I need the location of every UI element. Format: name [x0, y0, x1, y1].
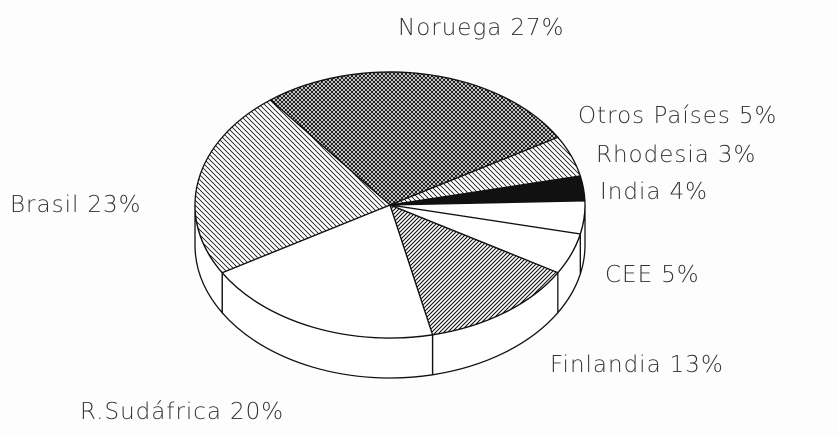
slice-value-label: 23% [87, 192, 141, 218]
slice-label: Brasil 23% [10, 192, 142, 218]
pie-slice [221, 204, 434, 339]
slice-label: Rhodesia 3% [596, 142, 756, 168]
slice-value-label: 5% [739, 103, 778, 129]
slice-value-label: 13% [670, 352, 724, 378]
slice-label: India 4% [600, 179, 708, 205]
slice-name: Brasil [10, 192, 79, 218]
slice-name: Rhodesia [596, 142, 710, 168]
pie-slice [388, 203, 559, 336]
slice-value-label: 4% [669, 179, 708, 205]
slice-value-label: 20% [230, 399, 284, 425]
slice-label: Noruega 27% [398, 15, 564, 41]
slice-label: R.Sudáfrica 20% [80, 399, 284, 425]
slice-label: Finlandia 13% [550, 352, 724, 378]
slice-name: Finlandia [550, 352, 662, 378]
slice-value-label: 5% [661, 262, 700, 288]
slice-name: R.Sudáfrica [80, 399, 222, 425]
slice-name: India [600, 179, 661, 205]
slice-value-label: 3% [718, 142, 757, 168]
slice-name: Otros Países [578, 103, 731, 129]
pie-slice [269, 71, 559, 206]
slice-name: CEE [605, 262, 653, 288]
slice-label: Otros Países 5% [578, 103, 777, 129]
pie-slice [194, 99, 392, 274]
slice-value-label: 27% [510, 15, 564, 41]
slice-label: CEE 5% [605, 262, 700, 288]
slice-name: Noruega [398, 15, 502, 41]
